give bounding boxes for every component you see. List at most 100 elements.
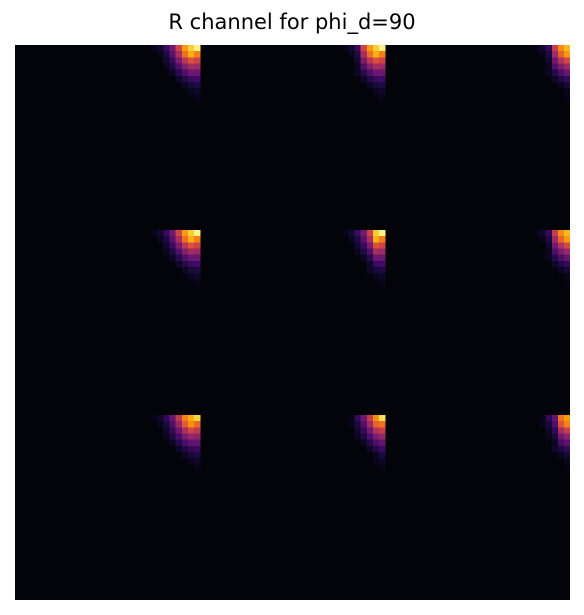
heatmap-cell — [366, 439, 374, 447]
heatmap-cell — [193, 267, 201, 274]
heatmap-cell — [193, 260, 201, 268]
heatmap-cell — [551, 421, 559, 428]
heatmap-cell — [360, 254, 367, 262]
heatmap-cell — [557, 69, 565, 77]
heatmap-cell — [366, 427, 374, 434]
heatmap-cell — [187, 51, 195, 58]
heatmap-cell — [175, 45, 182, 52]
heatmap-cell — [378, 445, 386, 453]
heatmap-cell — [193, 82, 201, 89]
heatmap-cell — [372, 439, 380, 447]
heatmap-cell — [193, 439, 201, 447]
heatmap-cell — [169, 421, 176, 428]
heatmap-cell — [175, 433, 182, 441]
heatmap-cell — [545, 69, 552, 77]
heatmap-cell — [156, 236, 164, 243]
heatmap-cell — [181, 248, 189, 256]
heatmap-cell — [169, 63, 176, 71]
heatmap-cell — [563, 267, 570, 274]
heatmap-tile-r1-c0 — [150, 230, 201, 286]
heatmap-cell — [163, 230, 170, 237]
heatmap-cell — [169, 236, 176, 243]
heatmap-cell — [187, 82, 195, 89]
heatmap-cell — [366, 415, 374, 422]
heatmap-cell — [372, 82, 380, 89]
heatmap-cell — [545, 45, 552, 52]
heatmap-cell — [163, 51, 170, 58]
heatmap-cell — [563, 51, 570, 58]
heatmap-cell — [348, 421, 355, 428]
heatmap-cell — [187, 260, 195, 268]
heatmap-cell — [545, 242, 552, 249]
heatmap-cell — [557, 45, 565, 52]
heatmap-cell — [563, 57, 570, 64]
heatmap-cell — [551, 248, 559, 256]
heatmap-cell — [348, 230, 355, 237]
heatmap-cell — [360, 51, 367, 58]
heatmap-cell — [563, 45, 570, 52]
heatmap-cell — [187, 421, 195, 428]
heatmap-cell — [187, 267, 195, 274]
heatmap-cell — [187, 88, 195, 95]
heatmap-cell — [545, 63, 552, 71]
heatmap-tile-r2-c1 — [348, 415, 386, 471]
heatmap-cell — [360, 415, 367, 422]
heatmap-cell — [563, 75, 570, 83]
heatmap-cell — [378, 45, 386, 52]
heatmap-cell — [551, 51, 559, 58]
heatmap-cell — [169, 45, 176, 52]
heatmap-cell — [193, 69, 201, 77]
heatmap-tile-r0-c2 — [533, 45, 570, 101]
heatmap-cell — [156, 415, 164, 422]
heatmap-cell — [354, 57, 361, 64]
heatmap-cell — [193, 433, 201, 441]
heatmap-cell — [545, 57, 552, 64]
heatmap-cell — [372, 427, 380, 434]
heatmap-cell — [193, 242, 201, 249]
heatmap-cell — [193, 421, 201, 428]
heatmap-cell — [181, 242, 189, 249]
heatmap-cell — [533, 45, 540, 52]
heatmap-cell — [378, 427, 386, 434]
heatmap-cell — [354, 421, 361, 428]
heatmap-cell — [563, 458, 570, 465]
heatmap-tile-r1-c1 — [341, 230, 386, 286]
heatmap-cell — [181, 452, 189, 459]
heatmap-cell — [175, 439, 182, 447]
heatmap-cell — [175, 75, 182, 83]
heatmap-cell — [169, 57, 176, 64]
heatmap-cell — [193, 88, 201, 95]
heatmap-cell — [372, 273, 380, 280]
heatmap-cell — [181, 421, 189, 428]
heatmap-cell — [187, 75, 195, 83]
heatmap-cell — [187, 458, 195, 465]
heatmap-cell — [378, 242, 386, 249]
heatmap-cell — [169, 69, 176, 77]
heatmap-cell — [563, 94, 570, 101]
heatmap-cell — [181, 69, 189, 77]
heatmap-cell — [175, 69, 182, 77]
heatmap-cell — [348, 51, 355, 58]
heatmap-cell — [378, 260, 386, 268]
heatmap-cell — [551, 69, 559, 77]
heatmap-cell — [360, 421, 367, 428]
heatmap-cell — [551, 445, 559, 453]
heatmap-cell — [163, 45, 170, 52]
heatmap-cell — [175, 260, 182, 268]
heatmap-cell — [539, 421, 546, 428]
heatmap-cell — [378, 267, 386, 274]
heatmap-cell — [372, 45, 380, 52]
heatmap-cell — [563, 433, 570, 441]
heatmap-cell — [366, 433, 374, 441]
heatmap-cell — [169, 248, 176, 256]
heatmap-cell — [563, 69, 570, 77]
heatmap-cell — [366, 45, 374, 52]
heatmap-cell — [354, 69, 361, 77]
heatmap-cell — [372, 267, 380, 274]
heatmap-cell — [563, 415, 570, 422]
heatmap-cell — [557, 242, 565, 249]
heatmap-cell — [551, 439, 559, 447]
heatmap-cell — [175, 57, 182, 64]
heatmap-cell — [360, 236, 367, 243]
heatmap-cell — [366, 75, 374, 83]
